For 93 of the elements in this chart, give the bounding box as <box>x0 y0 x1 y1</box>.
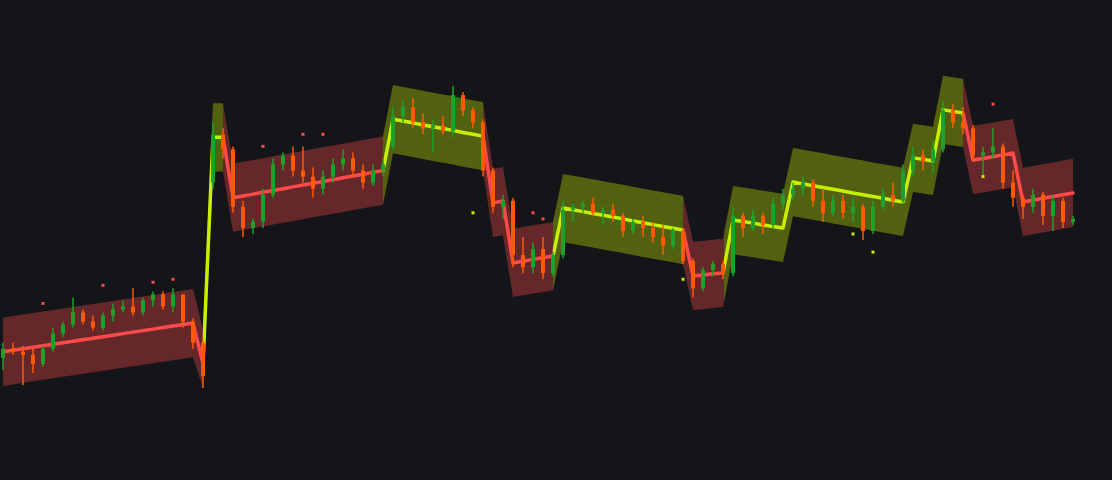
point <box>471 211 475 215</box>
candlestick <box>111 302 115 323</box>
candlestick <box>501 193 505 220</box>
candlestick <box>701 266 705 293</box>
point <box>541 217 545 221</box>
candlestick <box>881 187 885 211</box>
point <box>261 144 265 148</box>
candlestick <box>31 347 35 374</box>
candlestick <box>961 106 965 136</box>
candlestick <box>21 344 25 386</box>
point <box>981 175 985 179</box>
candlestick <box>811 178 815 208</box>
candlestick <box>121 299 125 314</box>
candlestick <box>1011 169 1015 208</box>
candlestick <box>851 196 855 223</box>
point <box>851 232 855 236</box>
candlestick <box>291 145 295 178</box>
candlestick <box>101 311 105 332</box>
candlestick <box>191 317 195 350</box>
candlestick <box>801 175 805 196</box>
candlestick <box>461 91 465 117</box>
candlestick <box>981 145 985 178</box>
candlestick <box>11 341 15 356</box>
candlestick <box>611 203 615 223</box>
candlestick <box>921 148 925 172</box>
candlestick <box>671 227 675 250</box>
candlestick <box>351 151 355 178</box>
candlestick <box>41 344 45 368</box>
point <box>101 283 105 287</box>
candlestick <box>301 145 305 184</box>
candlestick <box>431 118 435 154</box>
candlestick <box>401 100 405 123</box>
candlestick <box>641 215 645 238</box>
candlestick <box>161 290 165 311</box>
point <box>681 277 685 281</box>
candlestick <box>1061 196 1065 229</box>
candlestick <box>1031 187 1035 214</box>
candlestick <box>381 157 385 178</box>
candlestick <box>651 221 655 244</box>
candlestick <box>341 148 345 172</box>
candlestick <box>621 212 625 238</box>
candlestick <box>311 166 315 199</box>
point <box>991 102 995 106</box>
point <box>531 211 535 215</box>
candlestick <box>751 209 755 232</box>
candlestick <box>1021 193 1025 220</box>
candlestick <box>761 212 765 235</box>
candlestick <box>471 106 475 130</box>
candlestick <box>911 145 915 178</box>
candlestick <box>321 169 325 196</box>
point <box>871 250 875 254</box>
candlestick <box>141 296 145 317</box>
candlestick <box>51 326 55 353</box>
point <box>171 277 175 281</box>
candlestick <box>1051 193 1055 232</box>
candlestick <box>841 193 845 220</box>
candlestick <box>551 251 555 278</box>
candlestick <box>581 200 585 214</box>
candlestick <box>991 127 995 160</box>
candlestick <box>831 193 835 217</box>
candlestick <box>521 236 525 274</box>
point <box>321 132 325 136</box>
candlestick <box>661 224 665 256</box>
candlestick <box>441 115 445 136</box>
candlestick <box>891 181 895 208</box>
candlestick <box>71 296 75 329</box>
candlestick <box>781 187 785 211</box>
candlestick <box>371 163 375 187</box>
candlestick <box>791 181 795 202</box>
candlestick <box>171 287 175 314</box>
candlestick <box>1 341 5 371</box>
candlestick <box>601 206 605 226</box>
candlestick <box>931 139 935 175</box>
candlestick <box>951 103 955 130</box>
candlestick <box>821 187 825 223</box>
candlestick <box>531 242 535 274</box>
candlestick <box>241 200 245 238</box>
candlestick <box>591 196 595 217</box>
candlestick <box>331 157 335 184</box>
candlestick <box>421 112 425 136</box>
candlestick <box>281 151 285 172</box>
candlestick <box>131 287 135 317</box>
candlestick <box>1041 190 1045 226</box>
candlestick <box>361 163 365 190</box>
point <box>301 132 305 136</box>
candlestick <box>221 127 225 160</box>
candlestick <box>411 97 415 130</box>
candlestick <box>741 212 745 238</box>
candlestick <box>721 260 725 281</box>
point <box>41 301 45 305</box>
point <box>151 280 155 284</box>
candlestick <box>771 196 775 229</box>
candlestick <box>571 203 575 223</box>
